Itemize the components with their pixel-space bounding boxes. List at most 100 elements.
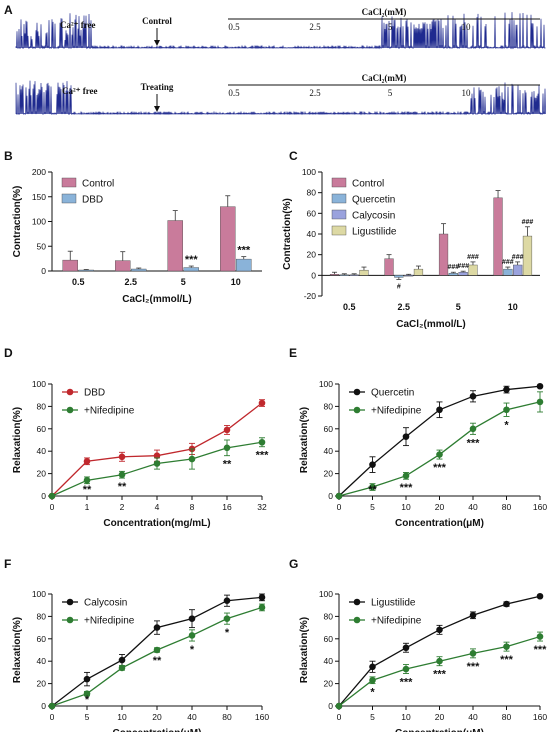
data-point: [83, 675, 91, 683]
y-tick-label: 60: [37, 634, 47, 644]
trace-row-1: CaCl₂(mM) 0.5 2.5 5 10 Ca²⁺ free Control: [15, 7, 546, 50]
chart-g: G 0 20 40 60 80 100 Relaxation(%) 0 5 10 20 40 80 160 *…: [289, 557, 547, 732]
y-tick-label: 50: [37, 241, 47, 251]
chart-f: F 0 20 40 60 80 100 Relaxation(%) 0 5 10 20 40 80 160 *…: [4, 557, 269, 732]
y-tick-label: 0: [41, 266, 46, 276]
data-point: [369, 663, 376, 671]
data-point: [83, 690, 91, 697]
x-axis-label: CaCl₂(mmol/L): [396, 319, 465, 330]
data-point: [436, 451, 443, 458]
x-tick-label: 0: [337, 502, 342, 512]
y-tick-label: 20: [324, 469, 334, 479]
x-tick-label: 2.5: [124, 277, 137, 287]
y-tick-label: 200: [32, 167, 46, 177]
x-tick-label: 10: [401, 502, 411, 512]
legend-label: DBD: [82, 195, 103, 206]
series-1: [48, 593, 266, 710]
marker-arrowhead: [154, 106, 160, 112]
significance-mark: *: [190, 644, 195, 656]
x-tick-label: 2.5: [397, 302, 410, 312]
significance-mark: ***: [467, 437, 481, 449]
bar: [503, 268, 513, 276]
data-point: [536, 592, 544, 600]
y-tick-label: 80: [37, 401, 47, 411]
legend-marker: [66, 598, 74, 606]
legend-marker: [353, 598, 361, 606]
panel-letter-a: A: [4, 3, 13, 17]
series-2: [335, 631, 544, 710]
legend-label: Control: [82, 179, 114, 190]
x-tick-label: 10: [401, 712, 411, 722]
ca-free-label: Ca²⁺ free: [62, 86, 98, 96]
y-axis-label: Relaxation(%): [12, 407, 23, 473]
x-tick-label: 4: [155, 502, 160, 512]
data-point: [83, 477, 91, 484]
data-point: [48, 492, 56, 500]
data-point: [536, 382, 544, 390]
x-tick-label: 0.5: [72, 277, 85, 287]
x-tick-label: 5: [456, 302, 461, 312]
significance-mark: ***: [500, 654, 514, 666]
legend-swatch: [61, 177, 77, 188]
x-tick-label: 32: [257, 502, 267, 512]
x-tick-label: 0: [50, 712, 55, 722]
y-tick-label: 0: [311, 270, 316, 280]
data-point: [503, 386, 510, 393]
cacl2-label: CaCl₂(mM): [362, 7, 407, 17]
y-tick-label: 40: [307, 229, 317, 239]
x-axis-label: Concentration(μM): [395, 728, 484, 732]
y-tick-label: 40: [37, 656, 47, 666]
legend-marker: [353, 406, 361, 414]
bar: [448, 273, 458, 276]
data-point: [258, 604, 266, 611]
legend-marker: [66, 406, 74, 414]
y-tick-label: 80: [307, 188, 317, 198]
bar: [167, 220, 183, 272]
legend-label: Calycosin: [84, 598, 127, 609]
significance-mark: ***: [185, 254, 199, 266]
trace-line: [15, 80, 546, 116]
x-tick-label: 160: [533, 712, 547, 722]
significance-mark: **: [118, 481, 127, 493]
data-point: [369, 461, 376, 468]
bar: [131, 268, 147, 272]
legend-label: +Nifedipine: [371, 406, 422, 417]
significance-mark: ***: [400, 677, 414, 689]
data-point: [48, 702, 56, 710]
y-axis-label: Relaxation(%): [299, 407, 310, 473]
data-point: [369, 676, 376, 684]
x-tick-label: 80: [502, 712, 512, 722]
y-tick-label: 100: [319, 589, 333, 599]
legend-label: Control: [352, 179, 384, 190]
series-1: [48, 399, 266, 500]
significance-mark: *: [370, 687, 375, 699]
x-tick-label: 40: [187, 712, 197, 722]
legend-label: Ligustilide: [371, 598, 416, 609]
y-axis-label: Relaxation(%): [12, 617, 23, 683]
data-point: [188, 632, 196, 639]
y-tick-label: 20: [37, 679, 47, 689]
data-point: [153, 460, 161, 467]
significance-mark: ***: [433, 669, 447, 681]
legend-marker: [353, 388, 361, 396]
x-tick-label: 0.5: [343, 302, 356, 312]
y-tick-label: 60: [324, 424, 334, 434]
chart-c: C -20 0 20 40 60 80 100 Contraction(%) 0.5 2.5 5 10 #…: [282, 149, 540, 330]
x-tick-label: 160: [255, 712, 269, 722]
x-tick-label: 10: [508, 302, 518, 312]
data-point: [402, 472, 410, 480]
x-axis-label: Concentration(μM): [113, 728, 202, 732]
x-tick-label: 20: [435, 502, 445, 512]
x-tick-label: 20: [152, 712, 162, 722]
legend-swatch: [331, 225, 347, 236]
trace-line: [15, 12, 546, 50]
series-1: [335, 382, 544, 500]
y-axis-label: Relaxation(%): [299, 617, 310, 683]
data-point: [258, 594, 266, 601]
significance-mark: ***: [467, 661, 481, 673]
x-tick-label: 5: [370, 502, 375, 512]
significance-mark: *: [225, 627, 230, 639]
legend-label: Ligustilide: [352, 227, 397, 238]
x-tick-label: 2: [120, 502, 125, 512]
panel-letter: C: [289, 149, 298, 163]
